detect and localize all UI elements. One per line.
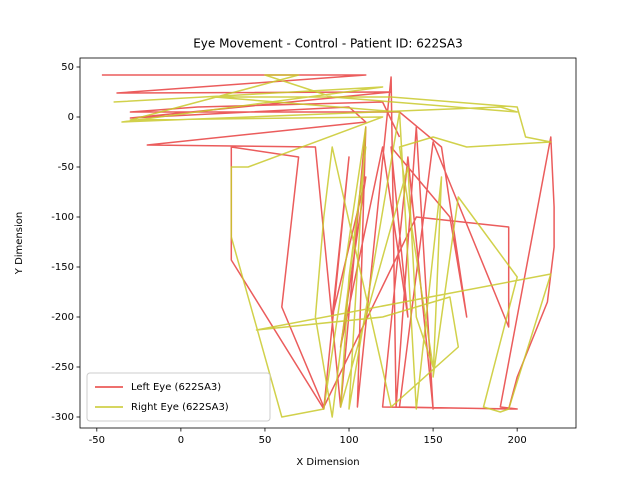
y-tick-label: -200 xyxy=(51,312,74,323)
x-tick-label: 150 xyxy=(424,435,443,446)
y-tick-label: -50 xyxy=(58,162,74,173)
y-tick-label: -100 xyxy=(51,212,74,223)
x-tick-label: 200 xyxy=(508,435,527,446)
chart-title: Eye Movement - Control - Patient ID: 622… xyxy=(193,37,463,51)
series-line xyxy=(101,74,555,410)
y-tick-label: 50 xyxy=(61,62,74,73)
x-tick-label: 0 xyxy=(178,435,184,446)
y-tick-label: -250 xyxy=(51,362,74,373)
y-tick-label: -150 xyxy=(51,262,74,273)
series-line xyxy=(113,74,552,418)
plot-frame xyxy=(79,57,577,429)
x-tick-label: 50 xyxy=(259,435,272,446)
y-axis-label: Y Dimension xyxy=(14,212,25,275)
legend-box xyxy=(86,372,271,422)
legend-label: Right Eye (622SA3) xyxy=(131,402,229,413)
legend-label: Left Eye (622SA3) xyxy=(131,382,221,393)
y-tick-label: -300 xyxy=(51,412,74,423)
y-tick-label: 0 xyxy=(68,112,74,123)
x-tick-label: -50 xyxy=(89,435,105,446)
x-tick-label: 100 xyxy=(339,435,358,446)
x-axis-label: X Dimension xyxy=(296,457,359,468)
